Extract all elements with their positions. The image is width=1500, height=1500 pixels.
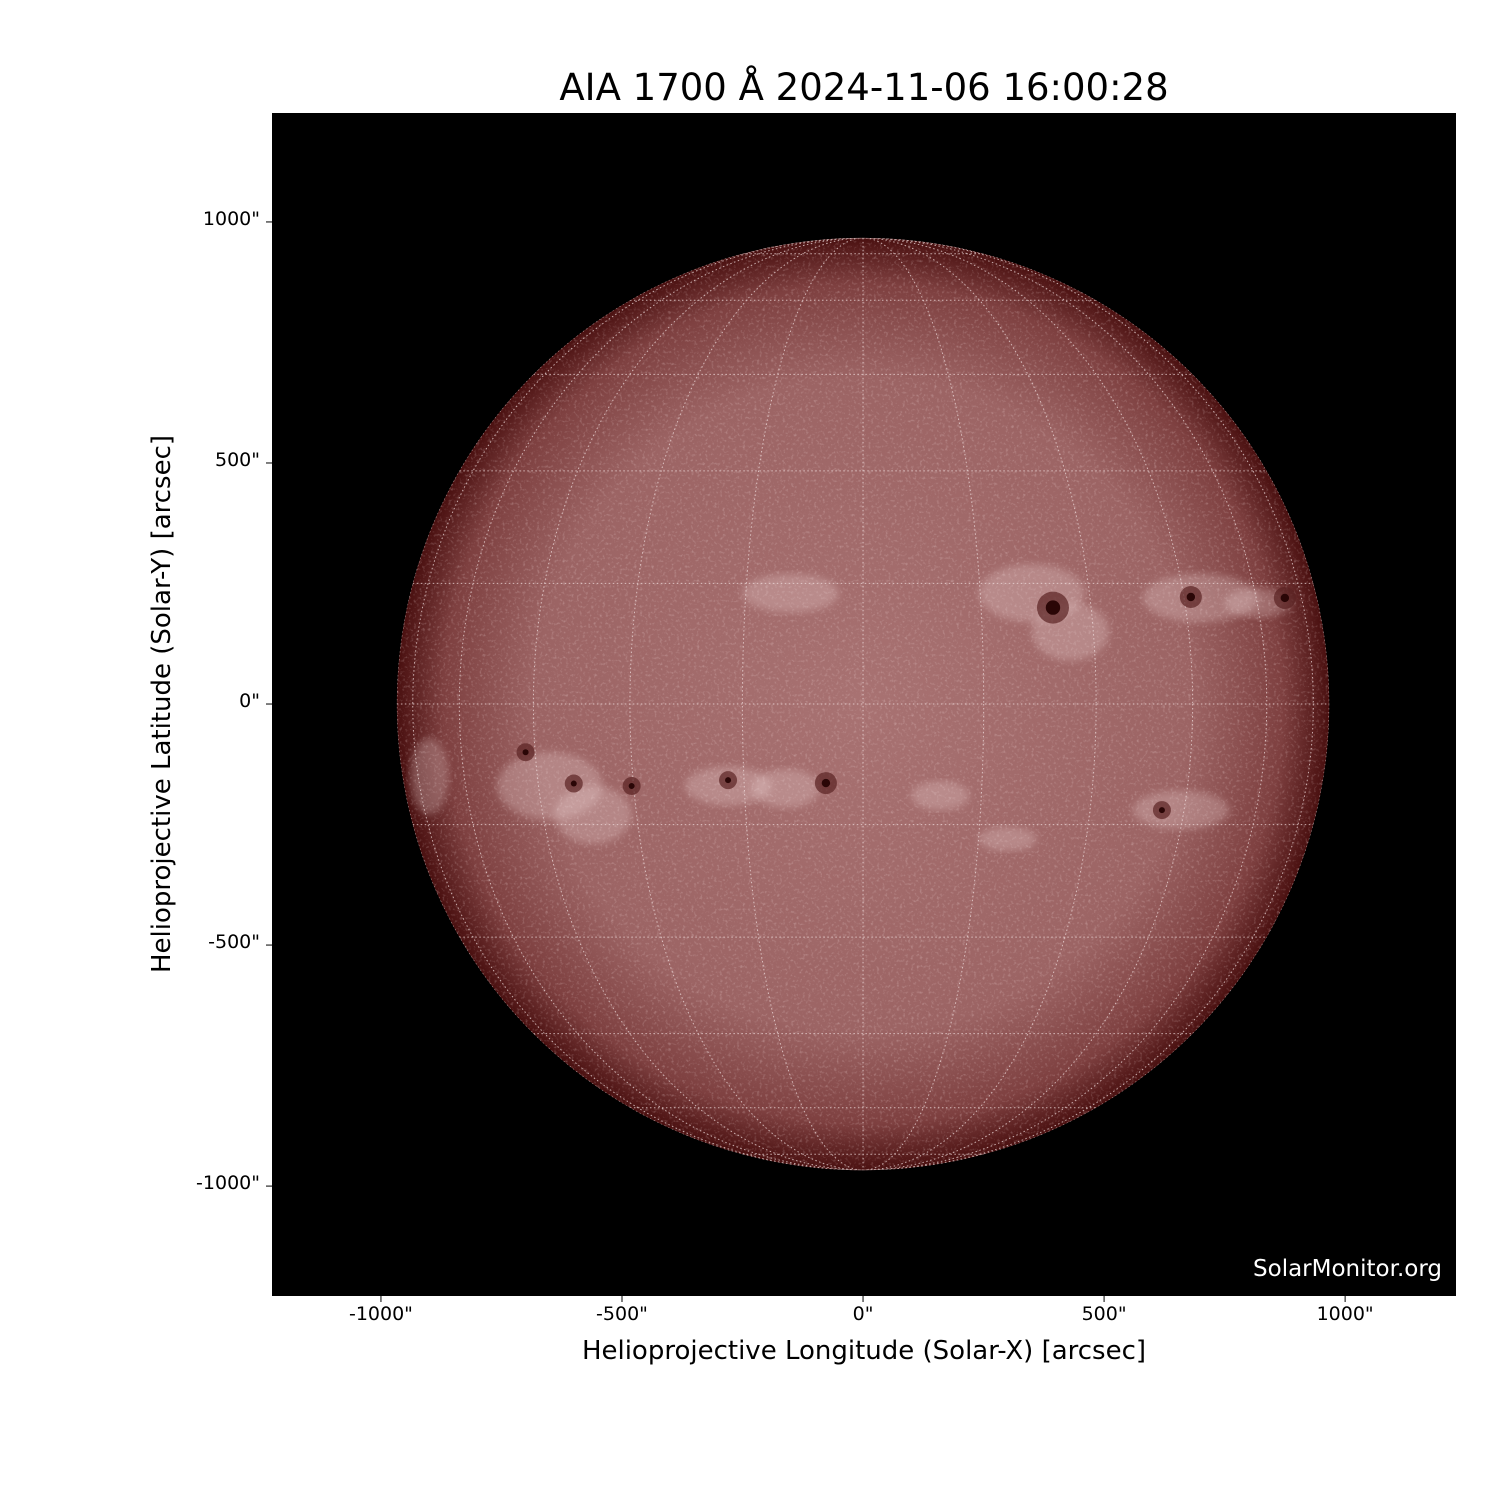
sunspot-umbra — [570, 780, 577, 787]
plage-region — [911, 781, 970, 811]
y-tick-label: 1000" — [202, 207, 260, 230]
plage-region — [742, 573, 839, 613]
y-tick-label: -1000" — [196, 1172, 260, 1195]
sunspot-umbra — [821, 778, 831, 788]
plage-region — [554, 785, 632, 844]
longitude-gridline — [741, 237, 985, 1171]
x-tick-label: -500" — [596, 1303, 648, 1325]
sunspot-umbra — [522, 749, 529, 756]
y-axis-label: Helioprojective Latitude (Solar-Y) [arcs… — [147, 434, 177, 974]
longitude-gridline — [629, 237, 1097, 1171]
x-tick-label: -1000" — [348, 1303, 413, 1325]
plage-region — [1133, 790, 1230, 830]
x-tick-label: 1000" — [1316, 1303, 1374, 1325]
longitude-gridline — [458, 237, 1268, 1171]
plage-region — [409, 737, 449, 815]
longitude-gridline — [412, 237, 1314, 1171]
longitude-gridline — [532, 237, 1194, 1171]
y-tick-label: -500" — [208, 931, 260, 954]
sunspot-umbra — [1045, 600, 1061, 615]
y-tick-label: 0" — [239, 690, 260, 713]
plage-region — [752, 769, 820, 808]
x-tick-label: 0" — [852, 1303, 874, 1325]
sunspot-umbra — [1158, 807, 1165, 814]
y-tick-label: 500" — [214, 448, 260, 471]
watermark: SolarMonitor.org — [1253, 1256, 1442, 1282]
sunspot-umbra — [1186, 592, 1196, 602]
sunspot-umbra — [1280, 593, 1290, 603]
sunspot-umbra — [628, 782, 635, 789]
plage-region — [978, 826, 1037, 852]
x-axis-label: Helioprojective Longitude (Solar-X) [arc… — [581, 1336, 1147, 1366]
chart-title: AIA 1700 Å 2024-11-06 16:00:28 — [559, 66, 1169, 109]
x-tick-label: 500" — [1081, 1303, 1127, 1325]
sunspot-umbra — [725, 777, 732, 784]
